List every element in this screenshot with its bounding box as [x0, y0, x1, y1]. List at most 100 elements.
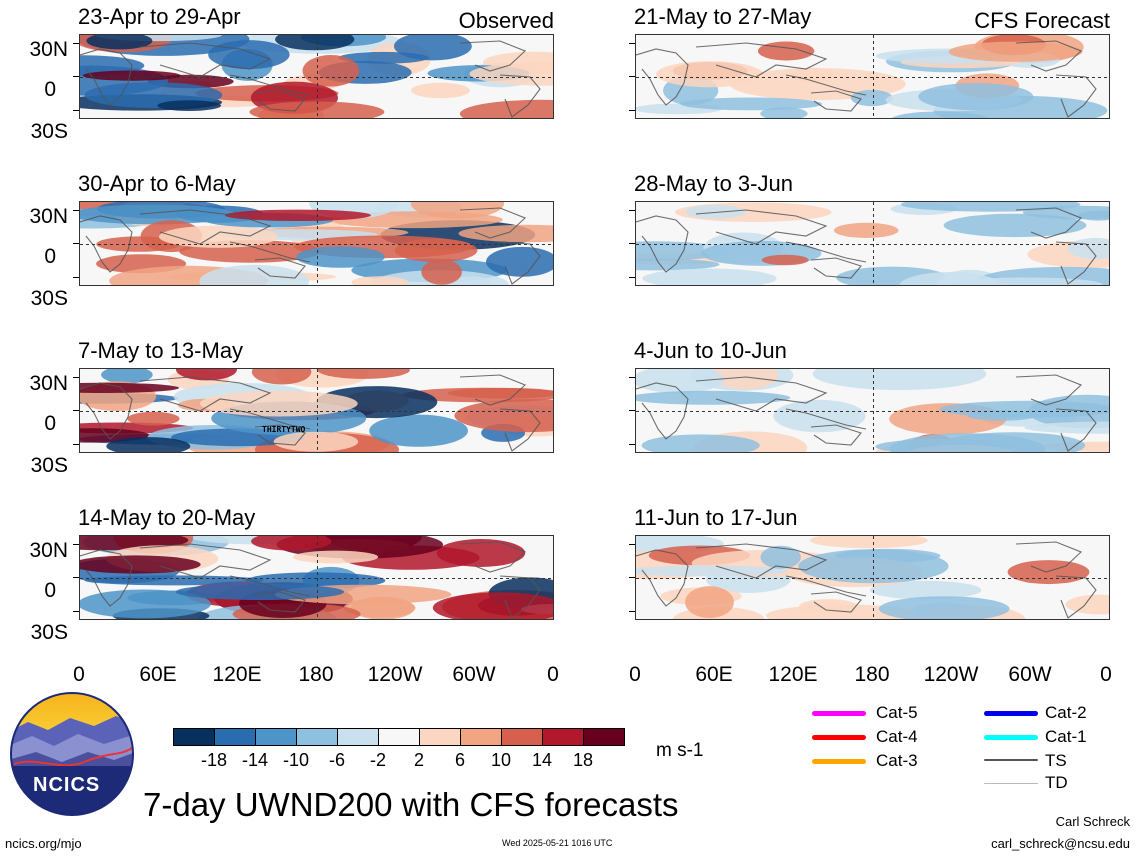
- footer-timestamp: Wed 2025-05-21 1016 UTC: [502, 838, 613, 848]
- colorbar-swatch: [419, 728, 461, 746]
- colorbar-label: -14: [241, 750, 269, 770]
- axis-tick: [73, 243, 79, 244]
- legend-label-td: TD: [1045, 773, 1068, 792]
- main-title: 7-day UWND200 with CFS forecasts: [143, 786, 679, 823]
- axis-tick: [629, 544, 635, 545]
- axis-tick: [629, 577, 635, 578]
- lon-label: 60E: [139, 663, 177, 686]
- colorbar-label: -6: [328, 750, 346, 770]
- axis-tick: [73, 210, 79, 211]
- lon-label: 0: [1100, 663, 1112, 686]
- colorbar-label: 18: [572, 750, 594, 770]
- legend-line-ts: [984, 759, 1038, 761]
- axis-tick: [73, 544, 79, 545]
- footer-url[interactable]: ncics.org/mjo: [5, 836, 82, 851]
- colorbar-swatch: [255, 728, 297, 746]
- panel-title: 21-May to 27-May: [634, 4, 812, 29]
- lat-label-eq: 0: [44, 579, 56, 602]
- forecast-label: CFS Forecast: [974, 8, 1110, 33]
- lat-label-30s: 30S: [30, 287, 68, 310]
- lon-label: 120W: [367, 663, 423, 686]
- colorbar-units: m s-1: [656, 740, 704, 761]
- axis-tick: [629, 377, 635, 378]
- wind-anomaly-map: [635, 34, 1110, 119]
- legend-line-cat2: [984, 711, 1038, 716]
- lat-label-30n: 30N: [29, 372, 68, 395]
- colorbar-swatch: [378, 728, 420, 746]
- lat-label-30n: 30N: [29, 539, 68, 562]
- colorbar-swatch: [173, 728, 215, 746]
- axis-tick: [629, 277, 635, 278]
- lon-label: 180: [854, 663, 890, 686]
- legend-label-cat5: Cat-5: [876, 703, 918, 722]
- panel-title: 28-May to 3-Jun: [634, 171, 793, 196]
- wind-anomaly-map: [635, 535, 1110, 620]
- colorbar-swatch: [542, 728, 584, 746]
- lon-label: 60E: [695, 663, 733, 686]
- panel-title: 30-Apr to 6-May: [78, 171, 236, 196]
- axis-tick: [73, 110, 79, 111]
- legend-label-cat3: Cat-3: [876, 751, 918, 770]
- lat-label-30s: 30S: [30, 454, 68, 477]
- wind-anomaly-map: [635, 368, 1110, 453]
- panel-title: 14-May to 20-May: [78, 505, 256, 530]
- axis-tick: [629, 210, 635, 211]
- lon-label: 60W: [1008, 663, 1052, 686]
- colorbar-swatch: [296, 728, 338, 746]
- legend-label-cat4: Cat-4: [876, 727, 918, 746]
- axis-tick: [73, 43, 79, 44]
- legend-label-ts: TS: [1045, 751, 1067, 770]
- wind-anomaly-map: [79, 34, 554, 119]
- lon-label: 0: [547, 663, 559, 686]
- colorbar-label: 6: [454, 750, 466, 770]
- legend-label-cat1: Cat-1: [1045, 727, 1087, 746]
- lat-label-eq: 0: [44, 78, 56, 101]
- axis-tick: [629, 110, 635, 111]
- lon-label: 0: [73, 663, 85, 686]
- observed-label: Observed: [458, 8, 554, 33]
- legend-line-cat3: [812, 759, 866, 764]
- axis-tick: [73, 76, 79, 77]
- lon-label: 0: [629, 663, 641, 686]
- lon-label: 180: [298, 663, 334, 686]
- panel-title: 7-May to 13-May: [78, 338, 244, 363]
- panel-title: 4-Jun to 10-Jun: [634, 338, 787, 363]
- axis-tick: [73, 611, 79, 612]
- legend-line-cat4: [812, 735, 866, 740]
- lat-label-30s: 30S: [30, 120, 68, 143]
- lat-label-30n: 30N: [29, 205, 68, 228]
- colorbar-label: -18: [200, 750, 228, 770]
- axis-tick: [629, 611, 635, 612]
- colorbar-label: -10: [282, 750, 310, 770]
- lon-label: 120W: [923, 663, 979, 686]
- footer-author: Carl Schreck: [1055, 814, 1130, 829]
- legend-line-td: [984, 783, 1038, 784]
- axis-tick: [629, 444, 635, 445]
- colorbar-swatch: [460, 728, 502, 746]
- lat-label-eq: 0: [44, 245, 56, 268]
- panel-title: 23-Apr to 29-Apr: [78, 4, 241, 29]
- lon-label: 60W: [452, 663, 496, 686]
- legend-line-cat5: [812, 711, 866, 716]
- legend-label-cat2: Cat-2: [1045, 703, 1087, 722]
- axis-tick: [73, 277, 79, 278]
- axis-tick: [73, 577, 79, 578]
- legend-line-cat1: [984, 735, 1038, 740]
- footer-email[interactable]: carl_schreck@ncsu.edu: [991, 836, 1130, 851]
- panel-title: 11-Jun to 17-Jun: [634, 505, 798, 530]
- colorbar-label: 2: [413, 750, 425, 770]
- axis-tick: [73, 410, 79, 411]
- wind-anomaly-map: [79, 368, 554, 453]
- axis-tick: [629, 43, 635, 44]
- logo-text: NCICS: [33, 774, 101, 796]
- lat-label-30s: 30S: [30, 621, 68, 644]
- colorbar-swatch: [501, 728, 543, 746]
- storm-track-label: THIRTYTWO: [262, 425, 306, 434]
- lon-label: 120E: [768, 663, 818, 686]
- wind-anomaly-map: [79, 201, 554, 286]
- wind-anomaly-map: [79, 535, 554, 620]
- colorbar-swatch: [214, 728, 256, 746]
- lat-label-eq: 0: [44, 412, 56, 435]
- colorbar-label: 14: [531, 750, 553, 770]
- colorbar-label: 10: [490, 750, 512, 770]
